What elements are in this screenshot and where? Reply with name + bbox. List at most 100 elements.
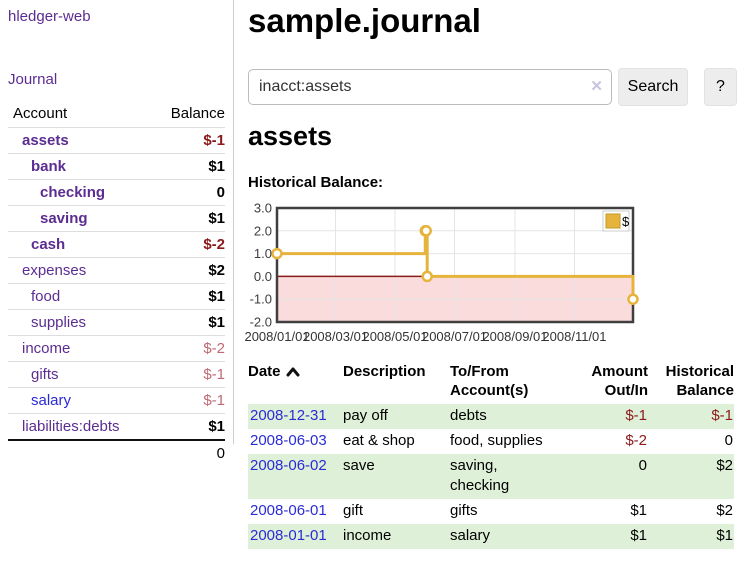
date-header-label: Date [248, 363, 281, 380]
column-header-accounts: To/From Account(s) [450, 363, 529, 399]
historical-balance-chart: $3.0 2.0 1.0 0.0 -1.0 -2.02008/01/012008/03/0… [244, 201, 639, 344]
column-header-amount: Amount Out/In [591, 363, 648, 399]
register-row: 2008-06-01 gift gifts $1 $2 [248, 499, 734, 524]
register-cell-date: 2008-12-31 [248, 404, 343, 429]
svg-text:-2.0: -2.0 [250, 315, 272, 330]
register-row: 2008-01-01 income salary $1 $1 [248, 524, 734, 549]
transaction-date-link[interactable]: 2008-12-31 [250, 407, 327, 424]
account-row: food $1 [8, 284, 225, 310]
account-row: supplies $1 [8, 310, 225, 336]
account-link-food[interactable]: food [31, 288, 61, 305]
app-title-link[interactable]: hledger-web [8, 8, 91, 25]
accounts-table-header: Account Balance [8, 102, 225, 128]
transaction-date-link[interactable]: 2008-06-01 [250, 502, 327, 519]
sidebar: hledger-web Journal Account Balance asse… [0, 0, 234, 462]
search-input[interactable] [248, 69, 612, 105]
accounts-panel: Account Balance assets $-1 bank $1 checking 0… [8, 102, 225, 466]
register-cell-amount: $-2 [625, 432, 647, 449]
register-table: Date Description To/From Account(s) Amou… [248, 361, 734, 549]
register-cell-date: 2008-06-03 [248, 429, 343, 454]
register-cell-description: pay off [343, 404, 450, 429]
register-cell-amount: 0 [582, 454, 648, 499]
register-cell-accounts: salary [450, 524, 582, 549]
account-link-income[interactable]: income [22, 340, 71, 357]
register-cell-balance: 0 [724, 432, 733, 449]
search-button[interactable]: Search [618, 68, 688, 106]
svg-text:-1.0: -1.0 [250, 292, 272, 307]
account-link-gifts[interactable]: gifts [31, 366, 59, 383]
svg-text:$: $ [622, 214, 630, 229]
register-cell-description: gift [343, 502, 364, 519]
account-link-cash[interactable]: cash [31, 236, 66, 253]
transaction-date-link[interactable]: 2008-01-01 [250, 527, 327, 544]
accounts-table-body: assets $-1 bank $1 checking 0 saving $1 cash $-2 e… [8, 128, 225, 439]
register-cell-amount: $1 [582, 524, 648, 549]
account-balance: $1 [208, 314, 225, 331]
account-balance: $1 [208, 210, 225, 227]
column-header-date[interactable]: Date [248, 361, 343, 404]
svg-text:2.0: 2.0 [254, 223, 272, 238]
account-row: liabilities:debts $1 [8, 414, 225, 439]
main-content: sample.journal ✕ Search ? assets Histori… [244, 0, 742, 582]
sidebar-item-journal[interactable]: Journal [8, 71, 58, 88]
clear-search-icon[interactable]: ✕ [590, 78, 603, 95]
account-row: expenses $2 [8, 258, 225, 284]
account-balance: $-1 [203, 132, 225, 149]
account-link-liabilities-debts[interactable]: liabilities:debts [22, 418, 120, 435]
svg-text:3.0: 3.0 [254, 201, 272, 216]
register-row: 2008-06-03 eat & shop food, supplies $-2 0 [248, 429, 734, 454]
account-balance: $-2 [203, 236, 225, 253]
account-link-supplies[interactable]: supplies [31, 314, 87, 331]
account-column-header: Account [13, 105, 68, 122]
svg-text:2008/01/01: 2008/01/01 [244, 329, 309, 344]
svg-text:2008/09/01: 2008/09/01 [482, 329, 547, 344]
account-balance: $2 [208, 262, 225, 279]
register-cell-accounts: saving, checking [450, 454, 582, 499]
svg-text:2008/03/01: 2008/03/01 [303, 329, 368, 344]
register-cell-accounts: debts [450, 404, 582, 429]
register-cell-balance: $2 [716, 502, 733, 519]
account-link-expenses[interactable]: expenses [22, 262, 87, 279]
column-header-balance: Historical Balance [665, 363, 734, 399]
register-cell-description: eat & shop [343, 432, 415, 449]
register-cell-balance: $1 [648, 524, 734, 549]
transaction-date-link[interactable]: 2008-06-03 [250, 432, 327, 449]
account-balance: $1 [208, 288, 225, 305]
register-cell-accounts: gifts [450, 502, 478, 519]
account-row: salary $-1 [8, 388, 225, 414]
register-header-row: Date Description To/From Account(s) Amou… [248, 361, 734, 404]
search-bar: ✕ Search ? [248, 68, 737, 106]
account-balance: $1 [208, 158, 225, 175]
register-cell-balance: $2 [648, 454, 734, 499]
account-balance: 0 [216, 184, 225, 201]
register-cell-date: 2008-01-01 [248, 524, 343, 549]
account-balance: $1 [208, 418, 225, 435]
chart-heading: Historical Balance: [248, 174, 384, 191]
register-cell-date: 2008-06-01 [248, 499, 343, 524]
account-link-assets[interactable]: assets [22, 132, 69, 149]
account-balance: $-1 [203, 392, 225, 409]
account-link-bank[interactable]: bank [31, 158, 67, 175]
account-row: bank $1 [8, 154, 225, 180]
register-cell-accounts: food, supplies [450, 432, 543, 449]
accounts-total-balance: 0 [216, 445, 225, 462]
register-row: 2008-06-02 save saving, checking 0 $2 [248, 454, 734, 499]
account-link-salary[interactable]: salary [31, 392, 72, 409]
search-box: ✕ [248, 69, 612, 105]
register-table-body: 2008-12-31 pay off debts $-1 $-1 2008-06-03 ea… [248, 404, 734, 549]
account-link-saving[interactable]: saving [40, 210, 88, 227]
register-cell-description: income [343, 524, 450, 549]
account-row: saving $1 [8, 206, 225, 232]
register-cell-amount: $-1 [582, 404, 648, 429]
account-balance: $-2 [203, 340, 225, 357]
balance-column-header: Balance [170, 105, 225, 122]
account-link-checking[interactable]: checking [40, 184, 106, 201]
help-button[interactable]: ? [704, 68, 737, 106]
account-row: gifts $-1 [8, 362, 225, 388]
register-cell-description: save [343, 454, 450, 499]
transaction-date-link[interactable]: 2008-06-02 [250, 457, 327, 474]
register-cell-balance: $-1 [648, 404, 734, 429]
svg-text:2008/07/01: 2008/07/01 [422, 329, 487, 344]
account-row: assets $-1 [8, 128, 225, 154]
svg-text:2008/11/01: 2008/11/01 [542, 329, 606, 344]
